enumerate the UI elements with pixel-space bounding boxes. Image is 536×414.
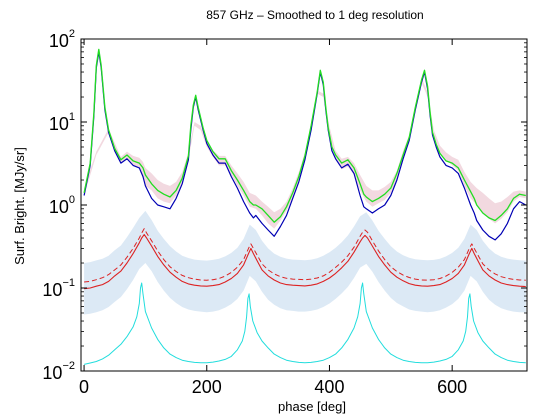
y-axis-ticks: 102 101 100 10−1 10−2 [42, 28, 527, 383]
y-minor-ticks [81, 42, 527, 347]
x-tick-label: 0 [79, 377, 89, 397]
x-axis-label: phase [deg] [278, 399, 346, 414]
narrow-component-line [83, 282, 526, 365]
model-line [83, 48, 526, 223]
x-tick-label: 200 [192, 377, 222, 397]
plot-background [81, 39, 527, 371]
y-tick-label: 102 [49, 28, 75, 51]
y-tick-label: 101 [49, 111, 75, 134]
observed-line [83, 51, 527, 241]
x-tick-label: 400 [314, 377, 344, 397]
x-axis-ticks: 0 200 400 600 [79, 39, 467, 397]
y-tick-label: 10−1 [42, 277, 75, 300]
data-series [83, 48, 527, 365]
x-tick-label: 600 [437, 377, 467, 397]
chart-title: 857 GHz – Smoothed to 1 deg resolution [206, 8, 423, 22]
y-tick-label: 10−2 [42, 360, 75, 383]
component-uncertainty-band [84, 210, 526, 315]
y-axis-label: Surf. Bright. [MJy/sr] [12, 147, 27, 265]
y-tick-label: 100 [49, 194, 75, 217]
component-line [84, 234, 526, 290]
